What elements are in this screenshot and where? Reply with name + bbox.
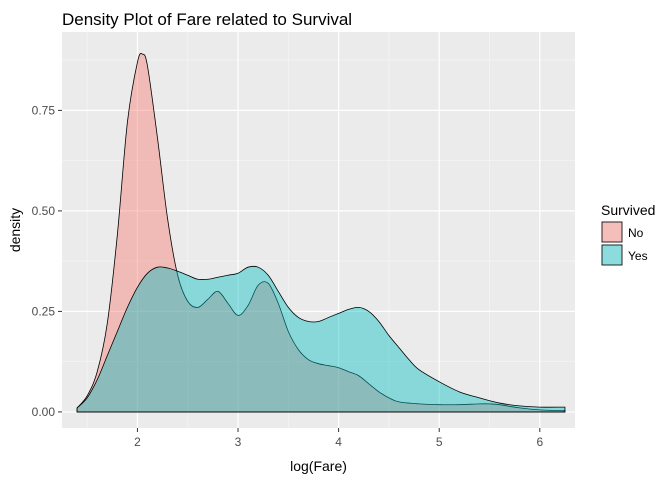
chart-title: Density Plot of Fare related to Survival [62,10,352,29]
x-tick-label: 4 [335,435,342,449]
x-axis: 2 3 4 5 6 [134,428,543,449]
y-tick-label: 0.75 [32,103,56,117]
x-tick-label: 2 [134,435,141,449]
legend-key-bg-yes [601,244,623,266]
legend: Survived No Yes [601,202,655,266]
y-axis-label: density [7,208,23,252]
y-axis: 0.00 0.25 0.50 0.75 [32,103,62,419]
legend-label-no: No [628,226,644,240]
x-axis-label: log(Fare) [290,458,347,474]
legend-key-bg-no [601,221,623,243]
grid-minor [62,32,575,428]
y-tick-label: 0.00 [32,405,56,419]
density-area-no [76,52,566,413]
density-areas [76,52,566,413]
x-tick-label: 5 [436,435,443,449]
legend-swatch-yes [601,244,623,266]
density-area-yes [76,265,566,413]
legend-swatch-no [601,221,623,243]
y-tick-label: 0.25 [32,304,56,318]
x-tick-label: 3 [235,435,242,449]
legend-label-yes: Yes [628,249,648,263]
x-tick-label: 6 [536,435,543,449]
y-tick-label: 0.50 [32,204,56,218]
legend-title: Survived [601,202,655,218]
